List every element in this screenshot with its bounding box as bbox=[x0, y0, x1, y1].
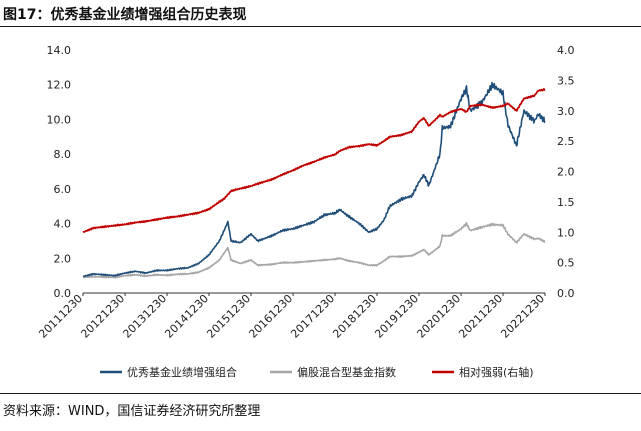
source-note: 资料来源：WIND，国信证券经济研究所整理 bbox=[3, 404, 261, 419]
y-right-tick-label: 3.5 bbox=[557, 74, 575, 87]
y-left-tick-label: 6.0 bbox=[54, 183, 72, 196]
x-tick-label: 20131230 bbox=[120, 292, 169, 341]
figure-title: 图17：优秀基金业绩增强组合历史表现 bbox=[3, 7, 247, 23]
y-right-tick-label: 3.0 bbox=[557, 105, 575, 118]
legend-item-equity-fund-index-label: 偏股混合型基金指数 bbox=[297, 365, 396, 379]
y-right-tick-label: 1.5 bbox=[557, 196, 575, 209]
header-rule bbox=[0, 26, 641, 27]
x-tick-label: 20161230 bbox=[246, 292, 295, 341]
y-left-tick-label: 14.0 bbox=[47, 44, 72, 57]
y-left-tick-label: 2.0 bbox=[54, 252, 72, 265]
x-tick-label: 20141230 bbox=[162, 292, 211, 341]
chart-header: 图17：优秀基金业绩增强组合历史表现 bbox=[0, 0, 641, 26]
y-right-tick-label: 0.0 bbox=[557, 287, 575, 300]
y-left-tick-label: 0.0 bbox=[54, 287, 72, 300]
y-left-tick-label: 12.0 bbox=[47, 79, 72, 92]
x-tick-label: 20171230 bbox=[288, 292, 337, 341]
x-tick-label: 20151230 bbox=[204, 292, 253, 341]
legend-item-enhanced-portfolio-label: 优秀基金业绩增强组合 bbox=[127, 365, 237, 379]
footer-rule bbox=[0, 393, 641, 394]
x-tick-label: 20221230 bbox=[498, 292, 547, 341]
y-left-tick-label: 4.0 bbox=[54, 218, 72, 231]
series-line-equity-fund-index bbox=[82, 222, 546, 279]
x-tick-label: 20181230 bbox=[330, 292, 379, 341]
y-left-tick-label: 10.0 bbox=[47, 113, 72, 126]
y-right-tick-label: 0.5 bbox=[557, 257, 575, 270]
y-right-tick-label: 1.0 bbox=[557, 226, 575, 239]
y-right-tick-label: 2.5 bbox=[557, 135, 575, 148]
x-tick-label: 20211230 bbox=[456, 292, 505, 341]
y-right-tick-label: 4.0 bbox=[557, 44, 575, 57]
series-line-enhanced-portfolio bbox=[82, 81, 546, 278]
x-tick-label: 20121230 bbox=[78, 292, 127, 341]
y-left-tick-label: 8.0 bbox=[54, 148, 72, 161]
series-line-relative-strength bbox=[82, 88, 546, 234]
y-right-tick-label: 2.0 bbox=[557, 166, 575, 179]
legend-item-relative-strength-label: 相对强弱(右轴) bbox=[459, 365, 534, 379]
x-tick-label: 20191230 bbox=[372, 292, 421, 341]
x-tick-label: 20201230 bbox=[414, 292, 463, 341]
